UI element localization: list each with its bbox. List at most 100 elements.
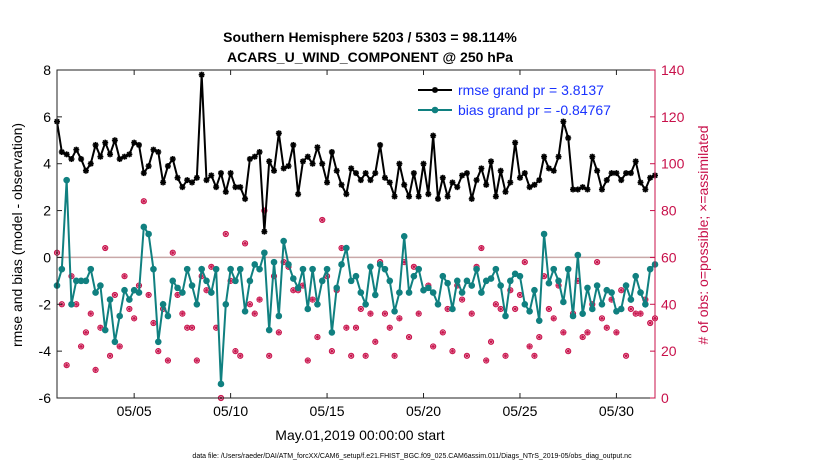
- obs-possible-marker: [155, 348, 162, 355]
- bias-point: [415, 265, 422, 273]
- rmse-point: [444, 193, 451, 200]
- bias-point: [622, 282, 630, 289]
- obs-assimilated-marker: [257, 297, 262, 302]
- bias-point: [642, 300, 649, 308]
- rmse-point: [627, 170, 634, 177]
- rmse-point: [521, 170, 528, 177]
- obs-possible-marker: [372, 338, 379, 345]
- bias-point: [77, 277, 85, 285]
- y2-axis-label: # of obs: o=possible; ×=assimilated: [695, 125, 711, 344]
- obs-possible-marker: [463, 352, 471, 359]
- bias-point: [164, 312, 172, 320]
- bias-point: [87, 265, 95, 273]
- rmse-point: [536, 177, 543, 184]
- rmse-point: [348, 165, 355, 172]
- obs-assimilated-marker: [291, 288, 296, 293]
- rmse-point: [353, 170, 359, 177]
- obs-possible-marker: [126, 305, 133, 313]
- obs-assimilated-marker: [551, 316, 556, 321]
- obs-possible-marker: [430, 343, 437, 350]
- rmse-point: [217, 170, 224, 177]
- rmse-point: [613, 170, 620, 177]
- bias-point: [188, 282, 196, 289]
- obs-possible-marker: [106, 352, 114, 359]
- rmse-point: [58, 149, 65, 155]
- rmse-point: [198, 71, 205, 78]
- bias-point: [111, 338, 119, 346]
- bias-point: [280, 237, 287, 245]
- bias-point: [58, 265, 66, 273]
- obs-possible-marker: [87, 310, 94, 317]
- rmse-point: [324, 179, 331, 186]
- obs-assimilated-marker: [353, 325, 359, 330]
- rmse-point: [598, 186, 605, 193]
- bias-point: [526, 308, 533, 315]
- rmse-point: [184, 177, 191, 184]
- rmse-point: [410, 170, 417, 177]
- obs-possible-marker: [584, 329, 591, 336]
- rmse-point: [362, 170, 369, 177]
- rmse-point: [227, 170, 234, 177]
- rmse-point: [381, 174, 388, 181]
- bias-point: [574, 251, 582, 259]
- obs-assimilated-marker: [238, 353, 243, 359]
- bias-point: [275, 312, 283, 320]
- obs-assimilated-marker: [498, 306, 503, 312]
- rmse-point: [237, 184, 244, 191]
- rmse-point: [497, 167, 504, 174]
- rmse-point: [126, 151, 133, 158]
- obs-assimilated-marker: [344, 325, 349, 330]
- rmse-point: [107, 151, 114, 158]
- obs-assimilated-marker: [464, 353, 470, 359]
- rmse-point: [290, 141, 297, 148]
- obs-possible-marker: [348, 352, 355, 359]
- y-tick-label: 0: [43, 249, 51, 265]
- obs-assimilated-marker: [479, 245, 484, 251]
- bias-point: [318, 277, 326, 285]
- obs-possible-marker: [261, 207, 268, 214]
- obs-possible-marker: [304, 357, 311, 364]
- obs-assimilated-marker: [537, 334, 542, 340]
- obs-assimilated-marker: [300, 283, 306, 288]
- rmse-point: [478, 165, 485, 172]
- rmse-point: [271, 167, 278, 174]
- obs-assimilated-marker: [209, 264, 214, 269]
- rmse-point: [251, 153, 258, 160]
- bias-point: [516, 272, 524, 280]
- obs-possible-marker: [357, 305, 364, 313]
- rmse-point: [92, 141, 99, 148]
- obs-assimilated-marker: [623, 353, 629, 359]
- bias-point: [569, 312, 577, 320]
- obs-possible-marker: [531, 352, 538, 359]
- obs-possible-marker: [256, 296, 263, 303]
- x-tick-label: 05/15: [310, 403, 345, 419]
- rmse-point: [333, 167, 340, 174]
- bias-point: [294, 284, 302, 292]
- obs-assimilated-marker: [469, 311, 474, 316]
- obs-possible-marker: [526, 343, 533, 350]
- bias-point: [535, 317, 543, 324]
- bias-point: [487, 275, 495, 282]
- obs-assimilated-marker: [406, 334, 412, 340]
- obs-possible-marker: [381, 310, 389, 317]
- rmse-point: [647, 174, 654, 181]
- rmse-point: [391, 193, 398, 200]
- obs-assimilated-marker: [204, 288, 209, 293]
- obs-assimilated-marker: [633, 311, 638, 316]
- bias-point: [208, 289, 215, 296]
- rmse-point: [603, 177, 610, 184]
- bias-point: [531, 286, 538, 294]
- obs-possible-marker: [328, 348, 335, 355]
- rmse-point: [565, 134, 572, 141]
- obs-assimilated-marker: [320, 217, 325, 223]
- bias-point: [212, 265, 220, 273]
- obs-possible-marker: [319, 216, 326, 224]
- bias-point: [521, 300, 529, 308]
- obs-possible-marker: [222, 230, 229, 238]
- legend: rmse grand pr = 3.8137 bias grand pr = -0…: [418, 82, 611, 118]
- bias-point: [179, 289, 186, 296]
- bias-point: [154, 338, 162, 346]
- obs-assimilated-marker: [329, 348, 335, 354]
- bias-point: [473, 265, 480, 273]
